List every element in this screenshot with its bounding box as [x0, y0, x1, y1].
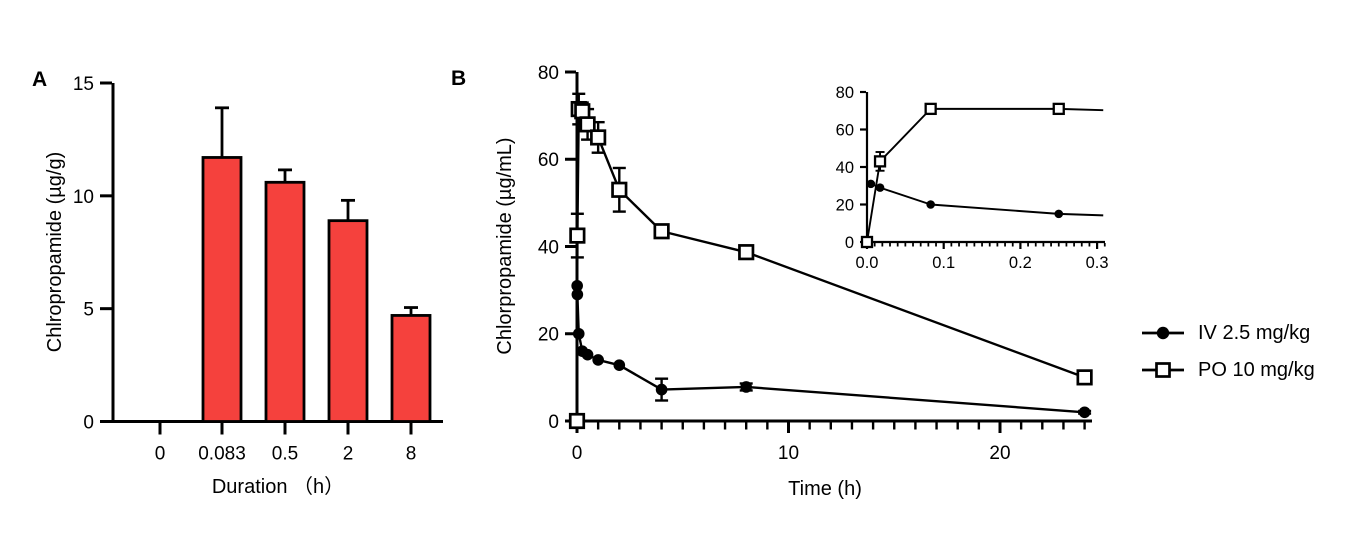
panel-b-po-10-mg-kg-open-square-marker: [611, 181, 628, 198]
inset-x-tick-label: 0.3: [1086, 254, 1109, 272]
panel-b-po-10-mg-kg-open-square-marker: [574, 103, 591, 120]
panel-b-x-tick-label: 0: [572, 443, 583, 464]
inset-iv-2-5-mg-kg-filled-circle-marker: [875, 183, 885, 192]
inset-po-10-mg-kg-open-square-marker: [1052, 102, 1065, 116]
panel-a-plot: 0 5 10 15 0 0.083 0.5 2 8: [73, 74, 443, 465]
panel-b-axis: [575, 72, 1092, 423]
inset-po-10-mg-kg-open-square-marker: [873, 155, 887, 168]
inset-y-tick-label: 20: [836, 196, 854, 214]
panel-b-x-tick-label: 10: [778, 443, 799, 464]
panel-label-a: A: [32, 68, 48, 91]
panel-a-x-tick-label: 0.083: [198, 444, 246, 465]
inset-iv-2-5-mg-kg-filled-circle-marker: [866, 179, 876, 189]
legend-item-po: PO 10 mg/kg: [1140, 358, 1315, 381]
panel-a-bar: [201, 156, 243, 423]
panel-a-x-axis-title: Duration （h）: [211, 476, 345, 498]
panel-b-po-10-mg-kg-open-square-marker: [1076, 369, 1093, 386]
panel-b-po-10-mg-kg-open-square-marker: [579, 116, 596, 133]
inset-y-tick-label: 40: [836, 159, 854, 177]
panel-a-bar: [264, 180, 306, 423]
panel-b-iv-2-5-mg-kg-filled-circle-marker: [581, 348, 594, 361]
panel-a-y-tick-label: 0: [83, 413, 94, 434]
panel-b-x-axis-title: Time (h): [788, 478, 862, 500]
panel-b-iv-2-5-mg-kg-filled-circle-marker: [655, 383, 668, 396]
panel-a-x-tick-label: 0.5: [272, 444, 298, 465]
panel-b-iv-2-5-mg-kg-filled-circle-marker: [613, 359, 626, 371]
panel-a-y-tick-label: 15: [73, 74, 94, 95]
panel-b-plot: 0 20 40 60 80 0 10 20: [538, 63, 1093, 464]
panel-b-y-axis-title: Chlorpropamide (µg/mL): [494, 137, 516, 355]
inset-x-tick-label: 0.0: [856, 254, 879, 272]
panel-b-y-tick-label: 40: [538, 237, 559, 258]
panel-b-po-10-mg-kg-open-square-marker: [569, 227, 586, 244]
po-open-square-marker-icon: [1142, 362, 1184, 378]
inset-iv-2-5-mg-kg-filled-circle-marker: [1054, 209, 1064, 219]
panel-b-iv-2-5-mg-kg-filled-circle-marker: [1078, 406, 1091, 419]
inset-iv-2-5-mg-kg-line: [870, 182, 1104, 217]
panel-b-inset-plot: 0 20 40 60 80 0.0 0.1 0.2 0.3: [836, 84, 1109, 272]
panel-b-iv-2-5-mg-kg-filled-circle-marker: [592, 354, 604, 366]
panel-a-y-tick-label: 5: [83, 300, 94, 321]
panel-a-x-tick-label: 2: [343, 444, 354, 465]
inset-x-tick-label: 0.1: [932, 254, 955, 272]
panel-a-y-tick-label: 10: [73, 187, 94, 208]
panel-b-y-tick-label: 0: [548, 412, 559, 433]
inset-y-tick-label: 60: [836, 121, 854, 139]
panel-a-y-axis-title: Chlropropamide (µg/g): [44, 151, 66, 353]
panel-b-y-tick-label: 60: [538, 150, 559, 171]
panel-b-iv-2-5-mg-kg-filled-circle-marker: [740, 381, 752, 393]
panel-b-po-10-mg-kg-open-square-marker: [590, 129, 607, 146]
legend-label-iv: IV 2.5 mg/kg: [1198, 321, 1311, 344]
inset-po-10-mg-kg-open-square-marker: [924, 102, 937, 116]
panel-b-po-10-mg-kg-open-square-marker: [738, 244, 755, 261]
panel-b-y-tick-label: 20: [538, 325, 559, 346]
panel-b-po-10-mg-kg-open-square-marker: [653, 223, 670, 240]
panel-b-y-tick-label: 80: [538, 63, 559, 84]
legend: IV 2.5 mg/kg PO 10 mg/kg: [1140, 321, 1315, 381]
panel-b-x-tick-label: 20: [989, 443, 1010, 464]
inset-axis: [865, 92, 1105, 244]
legend-item-iv: IV 2.5 mg/kg: [1140, 321, 1315, 344]
panel-a-x-tick-label: 8: [406, 444, 417, 465]
panel-a-x-tick-label: 0: [155, 444, 166, 465]
inset-iv-2-5-mg-kg-filled-circle-marker: [926, 200, 935, 209]
inset-x-tick-label: 0.2: [1009, 254, 1032, 272]
panel-a-bar: [327, 219, 369, 423]
inset-po-10-mg-kg-line: [866, 107, 1104, 243]
inset-y-tick-label: 0: [845, 234, 854, 252]
panel-b-iv-2-5-mg-kg-filled-circle-marker: [572, 327, 585, 340]
inset-y-tick-label: 80: [836, 84, 854, 102]
panel-label-b: B: [451, 67, 467, 90]
iv-filled-circle-marker-icon: [1142, 326, 1184, 340]
legend-label-po: PO 10 mg/kg: [1198, 358, 1315, 381]
panel-a-bar: [390, 314, 432, 423]
inset-po-10-mg-kg-open-square-marker: [860, 235, 874, 249]
panel-b-po-10-mg-kg-open-square-marker: [568, 412, 586, 430]
